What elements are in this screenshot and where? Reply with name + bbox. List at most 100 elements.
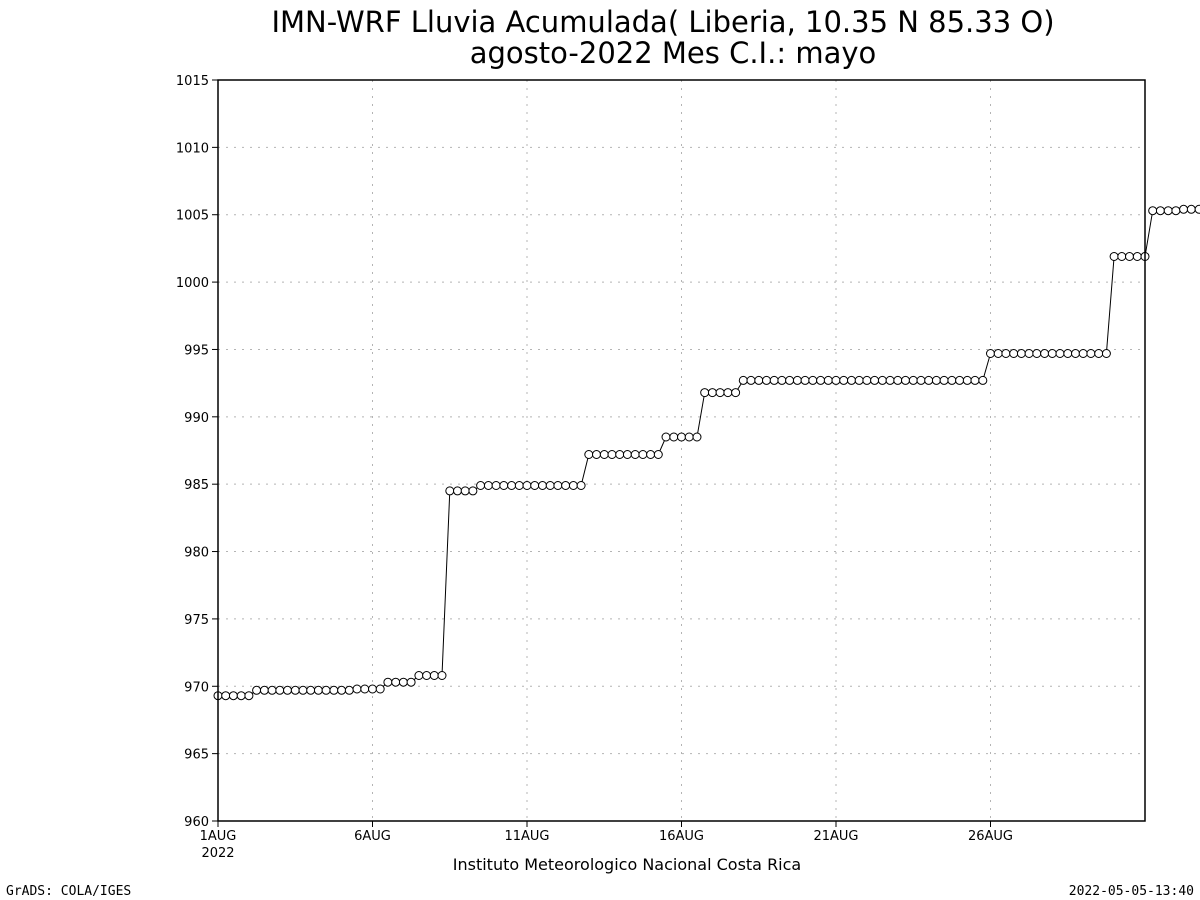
data-point bbox=[344, 685, 354, 695]
x-axis-label: Instituto Meteorologico Nacional Costa R… bbox=[453, 855, 801, 874]
x-tick-label: 6AUG bbox=[354, 829, 391, 844]
data-point bbox=[1040, 349, 1050, 358]
data-point bbox=[530, 481, 540, 490]
data-point bbox=[769, 375, 779, 385]
data-point bbox=[491, 481, 501, 490]
y-tick-label: 970 bbox=[184, 680, 209, 695]
data-point bbox=[1016, 349, 1026, 358]
y-tick-label: 975 bbox=[184, 613, 209, 628]
data-point bbox=[553, 481, 563, 490]
series-area bbox=[213, 204, 1200, 701]
data-point bbox=[885, 375, 895, 385]
grid-lines bbox=[218, 80, 1145, 821]
data-point bbox=[337, 685, 347, 695]
data-point bbox=[653, 450, 663, 459]
data-point bbox=[1078, 349, 1088, 358]
data-point bbox=[306, 685, 316, 695]
data-point bbox=[576, 481, 586, 490]
data-point bbox=[1117, 252, 1127, 261]
data-point bbox=[731, 388, 741, 398]
data-point bbox=[1155, 206, 1165, 216]
data-point bbox=[252, 685, 262, 695]
data-point bbox=[483, 481, 493, 490]
data-point bbox=[445, 486, 455, 496]
data-point bbox=[275, 685, 285, 695]
data-point bbox=[568, 481, 578, 490]
data-point bbox=[1194, 204, 1200, 214]
data-point bbox=[1132, 252, 1142, 261]
footer-left: GrADS: COLA/IGES bbox=[6, 884, 131, 899]
data-point bbox=[1163, 206, 1173, 216]
data-point bbox=[1009, 349, 1019, 358]
data-point bbox=[607, 450, 617, 459]
data-point bbox=[962, 375, 972, 385]
data-point bbox=[993, 349, 1003, 358]
data-point bbox=[630, 450, 640, 459]
data-point bbox=[406, 677, 416, 687]
data-point bbox=[561, 481, 571, 490]
series-line bbox=[218, 208, 1200, 697]
data-point bbox=[1101, 349, 1111, 358]
data-point bbox=[622, 450, 632, 459]
data-point bbox=[360, 684, 370, 694]
data-point bbox=[283, 685, 292, 695]
data-point bbox=[955, 375, 965, 385]
data-point bbox=[507, 481, 517, 490]
data-point bbox=[847, 375, 856, 385]
data-point bbox=[398, 677, 408, 687]
data-point bbox=[1047, 349, 1057, 358]
data-point bbox=[298, 685, 308, 695]
data-point bbox=[839, 375, 849, 385]
y-tick-label: 985 bbox=[184, 478, 209, 493]
data-point bbox=[646, 450, 656, 459]
data-point bbox=[538, 481, 547, 490]
data-point bbox=[391, 677, 401, 687]
data-point bbox=[808, 375, 818, 385]
data-point bbox=[313, 685, 323, 695]
data-point bbox=[792, 375, 802, 385]
data-point bbox=[1094, 349, 1104, 358]
data-point bbox=[684, 432, 694, 442]
data-point bbox=[661, 432, 671, 442]
data-point bbox=[939, 375, 949, 385]
data-point bbox=[908, 375, 918, 385]
data-point bbox=[228, 691, 238, 701]
data-point bbox=[707, 388, 717, 398]
data-point bbox=[460, 486, 470, 496]
data-point bbox=[468, 486, 478, 496]
y-tick-label: 990 bbox=[184, 411, 209, 426]
y-tick-label: 960 bbox=[184, 815, 209, 830]
data-point bbox=[800, 375, 810, 385]
footer-right: 2022-05-05-13:40 bbox=[1069, 884, 1194, 899]
data-point bbox=[599, 450, 609, 459]
data-point bbox=[429, 671, 439, 680]
x-tick-label: 26AUG bbox=[968, 829, 1013, 844]
data-point bbox=[1001, 349, 1011, 358]
data-point bbox=[615, 450, 625, 459]
data-point bbox=[453, 486, 462, 496]
data-point bbox=[862, 375, 872, 385]
data-point bbox=[329, 685, 339, 695]
x-tick-sublabel: 2022 bbox=[201, 846, 234, 861]
y-tick-label: 1005 bbox=[176, 209, 209, 224]
data-point bbox=[700, 388, 710, 398]
data-point bbox=[414, 671, 424, 680]
data-point bbox=[877, 375, 887, 385]
data-point bbox=[1071, 349, 1080, 358]
data-point bbox=[476, 481, 486, 490]
chart-title: IMN-WRF Lluvia Acumulada( Liberia, 10.35… bbox=[271, 5, 1054, 39]
data-point bbox=[916, 375, 926, 385]
data-point bbox=[738, 375, 748, 385]
plot-frame bbox=[217, 79, 1146, 822]
data-point bbox=[1179, 204, 1189, 214]
data-point bbox=[723, 388, 733, 398]
data-point bbox=[221, 691, 231, 701]
data-point bbox=[1148, 206, 1158, 216]
data-point bbox=[831, 375, 841, 385]
y-axis: 960 965 970 975 980 985 990 995 1000 1005 1010 1015 bbox=[176, 74, 218, 830]
data-point bbox=[259, 685, 269, 695]
data-point bbox=[422, 671, 432, 680]
x-tick-label: 21AUG bbox=[813, 829, 858, 844]
data-point bbox=[1024, 349, 1034, 358]
